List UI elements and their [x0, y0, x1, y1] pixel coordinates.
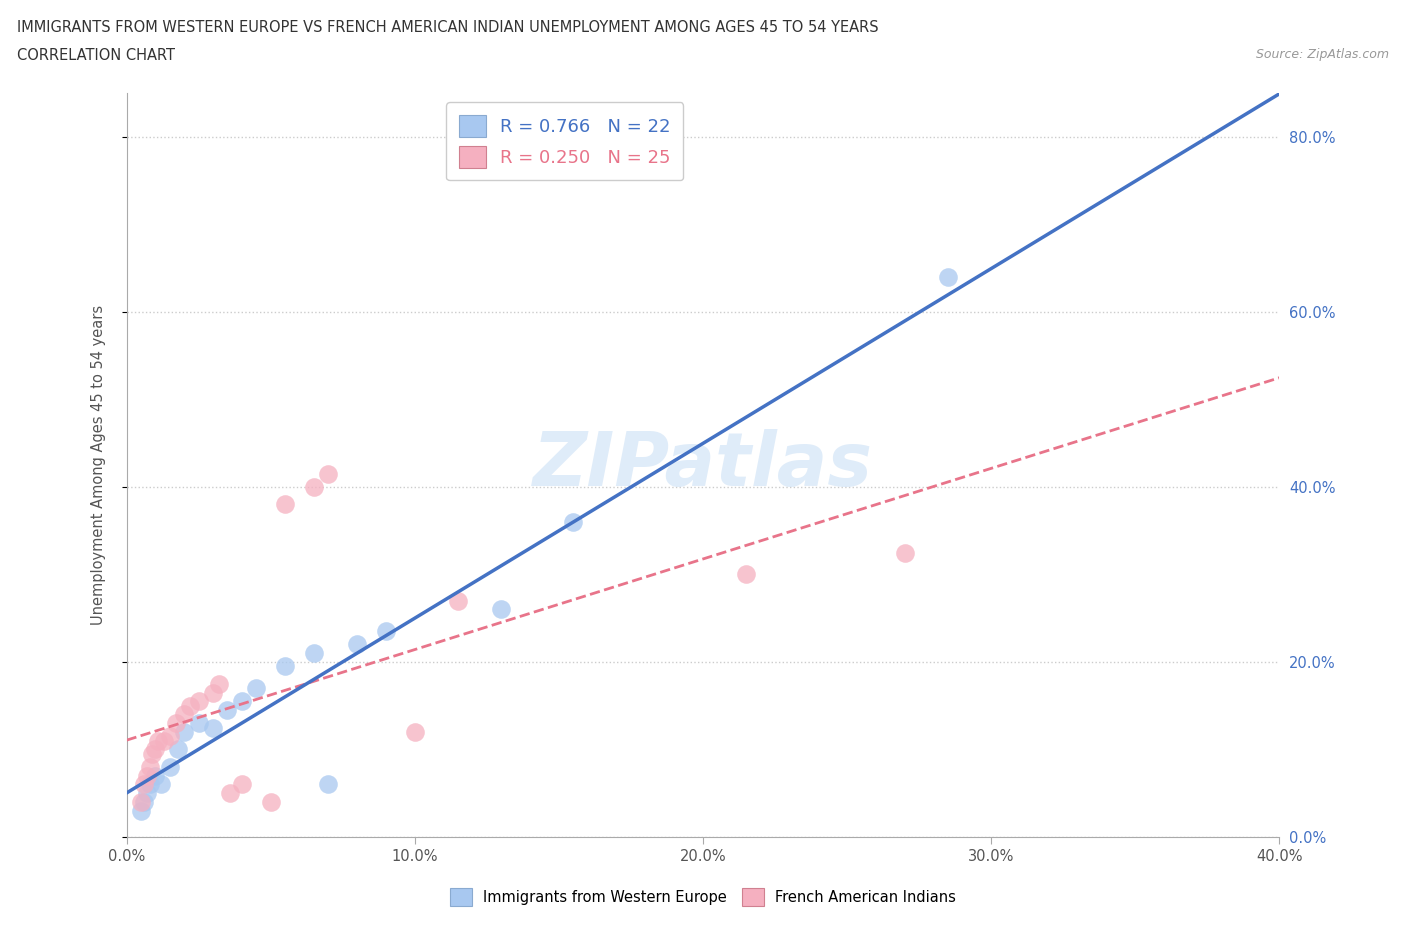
Point	[187, 694, 209, 709]
Point	[145, 768, 166, 783]
Point	[132, 794, 155, 809]
Point	[302, 645, 325, 660]
Point	[936, 270, 959, 285]
Point	[346, 637, 368, 652]
Point	[447, 593, 470, 608]
Point	[318, 777, 340, 792]
Point	[173, 724, 195, 739]
Text: Source: ZipAtlas.com: Source: ZipAtlas.com	[1256, 48, 1389, 61]
Point	[145, 742, 166, 757]
Point	[231, 694, 253, 709]
Point	[735, 567, 758, 582]
Point	[208, 676, 231, 691]
Point	[153, 733, 176, 748]
Point	[302, 480, 325, 495]
Point	[217, 703, 239, 718]
Point	[202, 685, 225, 700]
Point	[894, 545, 917, 560]
Point	[129, 804, 152, 818]
Point	[138, 777, 160, 792]
Point	[489, 602, 512, 617]
Legend: Immigrants from Western Europe, French American Indians: Immigrants from Western Europe, French A…	[444, 882, 962, 911]
Point	[159, 760, 181, 775]
Point	[404, 724, 426, 739]
Point	[159, 729, 181, 744]
Point	[274, 658, 297, 673]
Point	[318, 466, 340, 481]
Point	[202, 720, 225, 735]
Point	[135, 768, 157, 783]
Point	[132, 777, 155, 792]
Point	[141, 747, 163, 762]
Point	[150, 777, 173, 792]
Point	[259, 794, 281, 809]
Y-axis label: Unemployment Among Ages 45 to 54 years: Unemployment Among Ages 45 to 54 years	[91, 305, 105, 625]
Point	[274, 497, 297, 512]
Point	[148, 733, 170, 748]
Point	[245, 681, 267, 696]
Point	[167, 742, 190, 757]
Point	[129, 794, 152, 809]
Text: CORRELATION CHART: CORRELATION CHART	[17, 48, 174, 63]
Point	[135, 786, 157, 801]
Point	[165, 716, 187, 731]
Point	[562, 514, 585, 529]
Text: IMMIGRANTS FROM WESTERN EUROPE VS FRENCH AMERICAN INDIAN UNEMPLOYMENT AMONG AGES: IMMIGRANTS FROM WESTERN EUROPE VS FRENCH…	[17, 20, 879, 35]
Point	[173, 707, 195, 722]
Point	[138, 760, 160, 775]
Point	[219, 786, 242, 801]
Point	[374, 624, 398, 639]
Point	[179, 698, 201, 713]
Point	[187, 716, 209, 731]
Point	[231, 777, 253, 792]
Legend: R = 0.766   N = 22, R = 0.250   N = 25: R = 0.766 N = 22, R = 0.250 N = 25	[446, 102, 683, 180]
Text: ZIPatlas: ZIPatlas	[533, 429, 873, 501]
